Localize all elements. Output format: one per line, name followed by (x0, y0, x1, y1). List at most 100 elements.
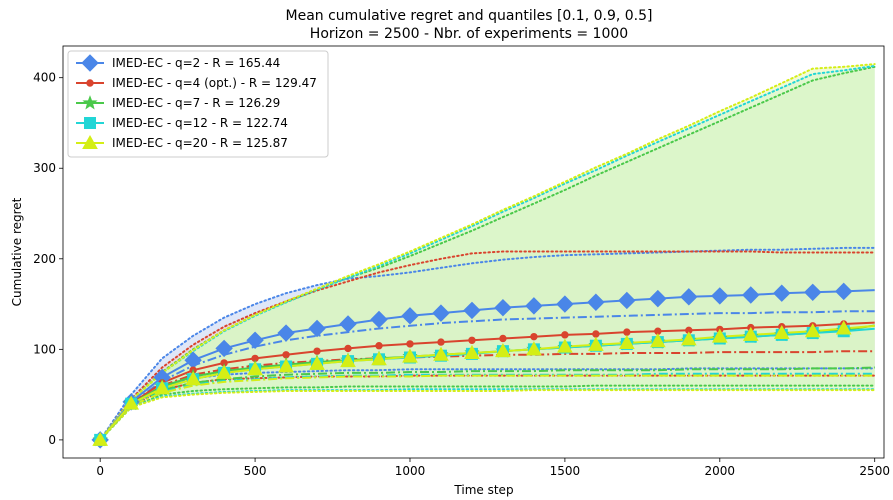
series-5-marker (804, 323, 821, 338)
series-1-marker (835, 282, 853, 301)
x-tick-label: 2000 (705, 464, 736, 478)
series-1-marker (432, 304, 450, 322)
x-axis-ticks: 0 500 1000 1500 2000 2500 (96, 458, 890, 478)
series-5-marker (92, 431, 109, 446)
series-1-marker (463, 301, 481, 320)
series-5-marker (154, 380, 170, 395)
series-1-marker (246, 331, 264, 349)
series-1-marker (215, 339, 233, 358)
series-2-marker (313, 347, 321, 355)
legend: IMED-EC - q=2 - R = 165.44 IMED-EC - q=4 … (67, 50, 329, 158)
y-tick-label: 200 (33, 252, 56, 266)
series-5-marker (557, 338, 573, 353)
series-2-mean-line (99, 321, 875, 441)
series-1-legend-marker (81, 54, 99, 72)
series-5-legend-marker (82, 134, 98, 149)
series-1-q90-line (99, 246, 876, 441)
series-4-q10-line (99, 388, 876, 441)
series-1-marker (773, 284, 791, 302)
y-tick-label: 300 (33, 161, 56, 175)
series-2-marker (499, 334, 507, 343)
series-1-marker (401, 307, 419, 325)
series-2-marker (344, 344, 352, 353)
series-1-marker (277, 324, 295, 342)
legend-box (67, 50, 329, 158)
y-axis-label: Cumulative regret (10, 197, 24, 306)
series-2-marker (561, 331, 569, 339)
series-5-marker (309, 355, 325, 370)
series-1-marker (308, 319, 326, 338)
series-5-marker (835, 320, 852, 335)
series-2-marker (406, 340, 414, 348)
series-3-legend-marker (82, 95, 98, 110)
series-5-marker (680, 331, 697, 346)
series-2-q90-line (99, 250, 876, 441)
series-2-legend-label: IMED-EC - q=4 (opt.) - R = 129.47 (112, 76, 317, 90)
series-1-marker (339, 315, 357, 333)
series-1-marker (804, 283, 822, 302)
series-3-legend-label: IMED-EC - q=7 - R = 126.29 (112, 96, 280, 110)
series-5-marker (526, 341, 542, 356)
series-1-median-line (99, 310, 875, 441)
series-3-q10-line (99, 384, 876, 441)
series-5-marker (278, 358, 294, 373)
series-5-marker (216, 364, 232, 379)
series-1-marker (649, 289, 667, 308)
series-2-marker (437, 338, 445, 346)
series-5-quantile-band (100, 64, 875, 440)
series-4-median-line (99, 372, 875, 441)
series-1-marker (587, 293, 605, 311)
y-tick-label: 400 (33, 71, 56, 85)
x-tick-label: 2500 (859, 464, 890, 478)
series-5-marker (495, 343, 511, 358)
series-5-q10-line (99, 389, 876, 441)
series-5-marker (649, 333, 666, 348)
x-tick-label: 1000 (395, 464, 426, 478)
y-tick-label: 100 (33, 342, 56, 356)
series-1-marker (525, 297, 543, 315)
series-5-marker (742, 326, 759, 341)
series-5-marker (464, 344, 480, 359)
series-1-marker (680, 288, 698, 306)
series-5-marker (433, 346, 449, 361)
series-5-median-line (99, 374, 875, 441)
series-5-marker (185, 371, 201, 386)
series-5-marker (619, 334, 635, 350)
series-4-legend-label: IMED-EC - q=12 - R = 122.74 (112, 116, 288, 130)
quantile-bands (100, 64, 875, 440)
series-5-marker (402, 348, 418, 363)
plot-frame (62, 45, 885, 459)
series-1-marker (711, 287, 729, 305)
series-5-marker (711, 328, 728, 343)
series-1-legend-label: IMED-EC - q=2 - R = 165.44 (112, 56, 280, 70)
chart-title: Mean cumulative regret and quantiles [0.… (286, 8, 653, 24)
series-4-legend-marker (84, 117, 96, 129)
series-2-marker (375, 342, 383, 350)
series-1-marker (742, 286, 760, 304)
x-tick-label: 0 (96, 464, 104, 478)
series-5-marker (247, 361, 263, 376)
series-5-q90-line (99, 63, 876, 441)
series-1-marker (494, 298, 512, 317)
chart-subtitle: Horizon = 2500 - Nbr. of experiments = 1… (310, 26, 628, 42)
x-tick-label: 500 (244, 464, 267, 478)
series-5-marker (773, 325, 790, 340)
series-1-marker (370, 310, 388, 329)
series-2-marker (530, 332, 538, 341)
data-markers (91, 282, 853, 449)
series-2-marker (623, 328, 631, 336)
series-2-median-line (99, 350, 875, 441)
series-5-marker (123, 395, 140, 410)
series-5-legend-label: IMED-EC - q=20 - R = 125.87 (112, 136, 288, 150)
series-5-marker (588, 336, 604, 351)
y-tick-label: 0 (48, 433, 56, 447)
series-1-marker (556, 295, 574, 313)
x-axis-label: Time step (453, 483, 513, 497)
y-axis-ticks: 0 100 200 300 400 (33, 71, 63, 447)
series-5-marker (371, 351, 387, 366)
series-5-marker (340, 353, 356, 368)
x-tick-label: 1500 (550, 464, 581, 478)
series-2-marker (468, 336, 476, 344)
